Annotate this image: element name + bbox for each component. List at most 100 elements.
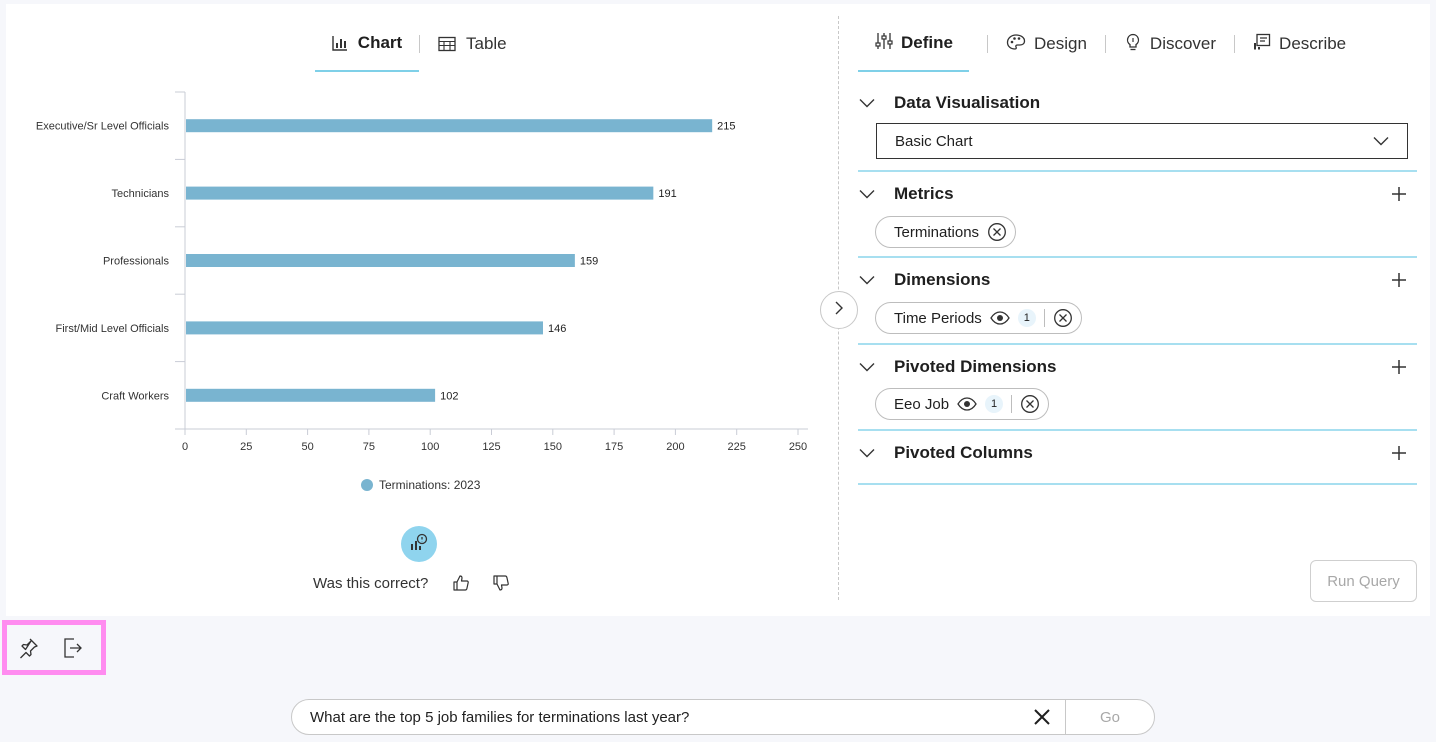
category-label: Executive/Sr Level Officials xyxy=(36,121,170,133)
add-pivoted-column-icon[interactable] xyxy=(1381,445,1417,461)
query-bar: Go xyxy=(291,699,1155,735)
x-tick-label: 75 xyxy=(363,441,375,453)
chevron-down-icon[interactable] xyxy=(858,189,894,199)
chip-label: Time Periods xyxy=(894,309,982,327)
chip-count-badge: 1 xyxy=(1017,309,1036,327)
tab-chart[interactable]: Chart xyxy=(315,30,419,72)
section-pivoted-columns: Pivoted Columns xyxy=(858,439,1417,485)
remove-chip-icon[interactable] xyxy=(1053,308,1073,328)
bar-chart-icon xyxy=(332,35,348,51)
tab-design[interactable]: Design xyxy=(1006,30,1087,58)
chevron-right-icon xyxy=(833,300,845,321)
bar xyxy=(186,321,543,335)
pivoted-dimension-chip[interactable]: Eeo Job 1 xyxy=(875,388,1050,420)
section-title: Pivoted Columns xyxy=(894,443,1033,462)
section-title: Pivoted Dimensions xyxy=(894,357,1057,376)
bar-chart: 0 25 50 75 100 125 150 175 200 225 250 Executive/Sr… xyxy=(36,91,808,453)
remove-chip-icon[interactable] xyxy=(987,222,1007,242)
legend-marker xyxy=(361,479,373,491)
sliders-icon xyxy=(875,32,893,55)
chart-legend[interactable]: Terminations: 2023 xyxy=(361,478,480,492)
data-label: 191 xyxy=(658,188,676,200)
chip-count-badge: 1 xyxy=(985,395,1004,413)
chevron-down-icon[interactable] xyxy=(858,362,894,372)
section-data-visualisation: Data Visualisation Basic Chart xyxy=(858,89,1417,172)
tab-discover-label: Discover xyxy=(1149,34,1217,53)
bar xyxy=(186,254,575,267)
tab-define[interactable]: Define xyxy=(858,30,969,72)
x-tick-label: 150 xyxy=(544,441,562,453)
data-label: 159 xyxy=(580,256,598,268)
chip-divider xyxy=(1043,309,1045,327)
chevron-down-icon xyxy=(1373,133,1389,150)
thumbs-down-icon[interactable] xyxy=(492,574,510,592)
query-input[interactable] xyxy=(292,700,1019,734)
pin-icon[interactable] xyxy=(17,637,39,659)
visualisation-select[interactable]: Basic Chart xyxy=(876,123,1408,159)
tab-table[interactable]: Table xyxy=(434,30,507,58)
go-button[interactable]: Go xyxy=(1065,700,1154,734)
table-icon xyxy=(438,36,456,52)
tab-divider xyxy=(987,35,988,53)
category-label: Professionals xyxy=(103,256,170,268)
metric-chip[interactable]: Terminations xyxy=(875,216,1017,248)
chevron-down-icon[interactable] xyxy=(858,98,894,108)
view-tabs: Chart Table xyxy=(315,30,507,72)
eye-icon[interactable] xyxy=(957,397,977,411)
x-tick-label: 175 xyxy=(605,441,623,453)
x-tick-label: 225 xyxy=(728,441,746,453)
section-header: Pivoted Dimensions xyxy=(858,353,1417,381)
data-label: 215 xyxy=(717,121,735,133)
tab-divider xyxy=(419,35,420,53)
category-label: Technicians xyxy=(112,188,170,200)
section-title: Metrics xyxy=(894,184,954,203)
floating-toolbar xyxy=(2,620,106,675)
x-tick-label: 250 xyxy=(789,441,807,453)
export-icon[interactable] xyxy=(61,637,83,659)
x-tick-label: 0 xyxy=(182,441,188,453)
data-label: 102 xyxy=(440,390,458,402)
category-label: Craft Workers xyxy=(101,390,169,402)
tab-table-label: Table xyxy=(466,34,507,53)
add-metric-icon[interactable] xyxy=(1381,186,1417,202)
insight-icon xyxy=(409,532,429,557)
remove-chip-icon[interactable] xyxy=(1020,394,1040,414)
tab-chart-label: Chart xyxy=(357,33,403,52)
thumbs-up-icon[interactable] xyxy=(452,574,470,592)
collapse-panel-button[interactable] xyxy=(820,291,858,329)
tab-divider xyxy=(1234,35,1236,53)
x-tick-label: 100 xyxy=(421,441,439,453)
tab-describe[interactable]: Describe xyxy=(1253,30,1346,58)
section-header: Dimensions xyxy=(858,266,1417,294)
run-query-button[interactable]: Run Query xyxy=(1310,560,1417,602)
add-pivoted-dimension-icon[interactable] xyxy=(1381,359,1417,375)
bar xyxy=(186,388,436,402)
chip-label: Terminations xyxy=(894,223,980,241)
tab-design-label: Design xyxy=(1034,34,1087,53)
section-dimensions: Dimensions Time Periods 1 xyxy=(858,266,1417,345)
x-tick-label: 200 xyxy=(666,441,684,453)
tab-discover[interactable]: Discover xyxy=(1124,30,1216,58)
insight-button[interactable] xyxy=(401,526,437,562)
bar xyxy=(186,186,654,200)
bar xyxy=(186,119,713,133)
x-tick-label: 50 xyxy=(301,441,313,453)
chevron-down-icon[interactable] xyxy=(858,275,894,285)
category-label: First/Mid Level Officials xyxy=(56,323,170,335)
visualisation-select-value: Basic Chart xyxy=(895,132,973,150)
chip-label: Eeo Job xyxy=(894,395,950,413)
section-metrics: Metrics Terminations xyxy=(858,180,1417,258)
legend-label: Terminations: 2023 xyxy=(379,478,481,492)
close-icon[interactable] xyxy=(1019,700,1065,734)
chevron-down-icon[interactable] xyxy=(858,448,894,458)
chip-divider xyxy=(1011,395,1013,413)
eye-icon[interactable] xyxy=(990,311,1010,325)
dimension-chip[interactable]: Time Periods 1 xyxy=(875,302,1082,334)
add-dimension-icon[interactable] xyxy=(1381,272,1417,288)
feedback-row: Was this correct? xyxy=(313,574,510,592)
feedback-question: Was this correct? xyxy=(313,574,429,592)
data-label: 146 xyxy=(548,323,566,335)
tab-divider xyxy=(1104,35,1106,53)
describe-icon xyxy=(1253,33,1271,56)
section-header: Metrics xyxy=(858,180,1417,208)
